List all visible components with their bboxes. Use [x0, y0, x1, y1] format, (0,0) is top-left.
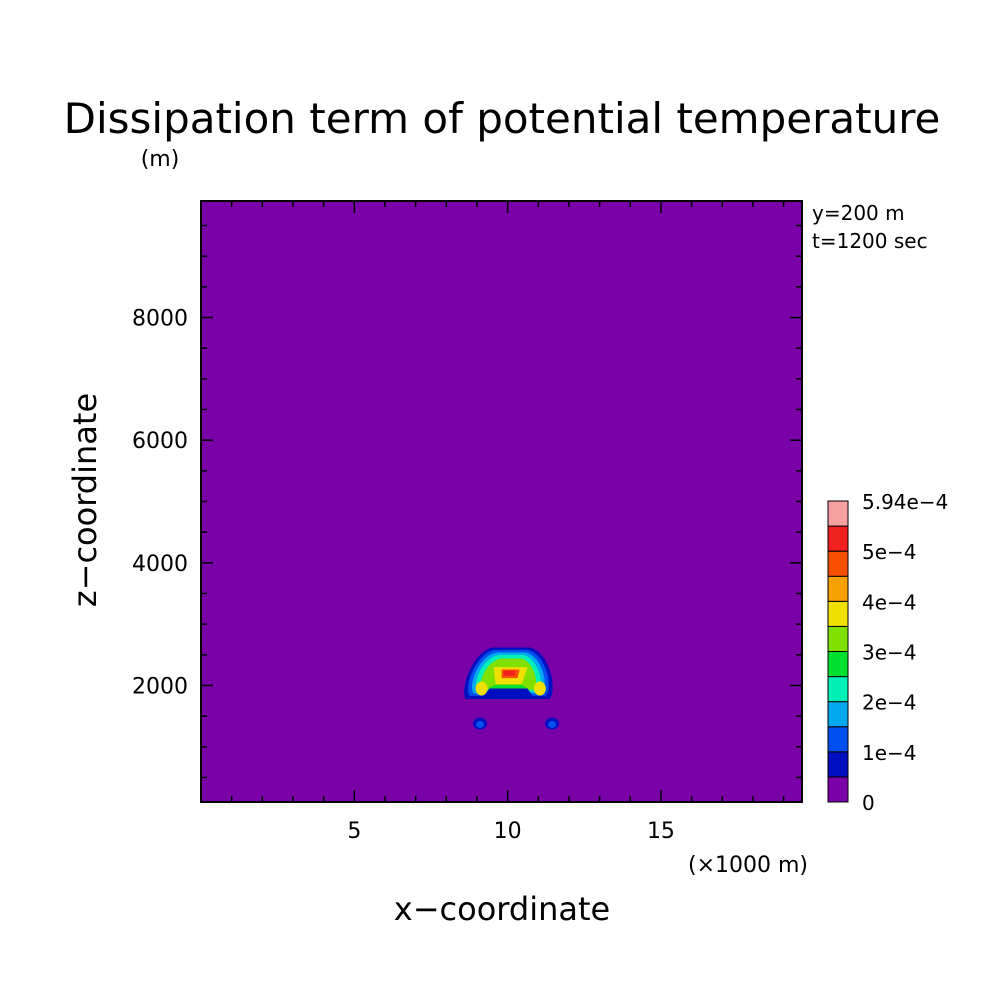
colorbar-label: 4e−4 — [862, 590, 917, 614]
contour-fill — [481, 688, 534, 698]
contour-fill — [475, 681, 488, 696]
x-scale-note: (×1000 m) — [688, 853, 808, 878]
colorbar-label: 2e−4 — [862, 691, 917, 715]
colorbar-labels: 0 1e−4 2e−4 3e−4 4e−4 5e−4 5.94e−4 — [862, 490, 948, 815]
contour-fill — [548, 721, 557, 729]
contour-fill — [487, 684, 528, 689]
plot-area — [200, 200, 803, 803]
colorbar-label: 5.94e−4 — [862, 490, 948, 514]
colorbar-swatch — [827, 651, 849, 678]
colorbar-swatch — [827, 751, 849, 778]
y-tick-label: 4000 — [132, 552, 188, 577]
colorbar-label: 3e−4 — [862, 641, 917, 665]
colorbar-swatch — [827, 600, 849, 627]
x-tick-label: 10 — [494, 819, 522, 844]
y-tick-label: 2000 — [132, 674, 188, 699]
chart-title: Dissipation term of potential temperatur… — [64, 94, 941, 143]
x-axis-label: x−coordinate — [394, 890, 610, 928]
contour-features — [464, 647, 560, 730]
colorbar-swatch — [827, 550, 849, 577]
colorbar-swatch — [827, 575, 849, 602]
colorbar-swatch — [827, 726, 849, 753]
contour-fill — [503, 670, 516, 676]
x-tick-labels: 5 10 15 — [347, 819, 675, 844]
info-t: t=1200 sec — [812, 229, 928, 253]
colorbar-swatch — [827, 776, 849, 803]
y-tick-labels: 2000 4000 6000 8000 — [132, 307, 188, 700]
colorbar-swatch — [827, 701, 849, 728]
colorbar-swatch — [827, 525, 849, 552]
colorbar-label: 0 — [862, 791, 875, 815]
colorbar-swatch — [827, 676, 849, 703]
colorbar-label: 1e−4 — [862, 741, 917, 765]
y-tick-label: 8000 — [132, 307, 188, 332]
colorbar — [827, 500, 849, 803]
axis-ticks — [201, 201, 802, 802]
colorbar-swatch — [827, 625, 849, 653]
x-tick-label: 5 — [347, 819, 361, 844]
y-tick-label: 6000 — [132, 429, 188, 454]
units-note: (m) — [141, 147, 180, 172]
plot-background — [201, 201, 802, 802]
colorbar-swatch — [827, 500, 849, 527]
contour-fill — [476, 721, 485, 729]
x-tick-label: 15 — [647, 819, 675, 844]
y-axis-label: z−coordinate — [66, 393, 104, 607]
info-y: y=200 m — [812, 201, 905, 225]
colorbar-label: 5e−4 — [862, 540, 917, 564]
contour-fill — [533, 681, 546, 696]
